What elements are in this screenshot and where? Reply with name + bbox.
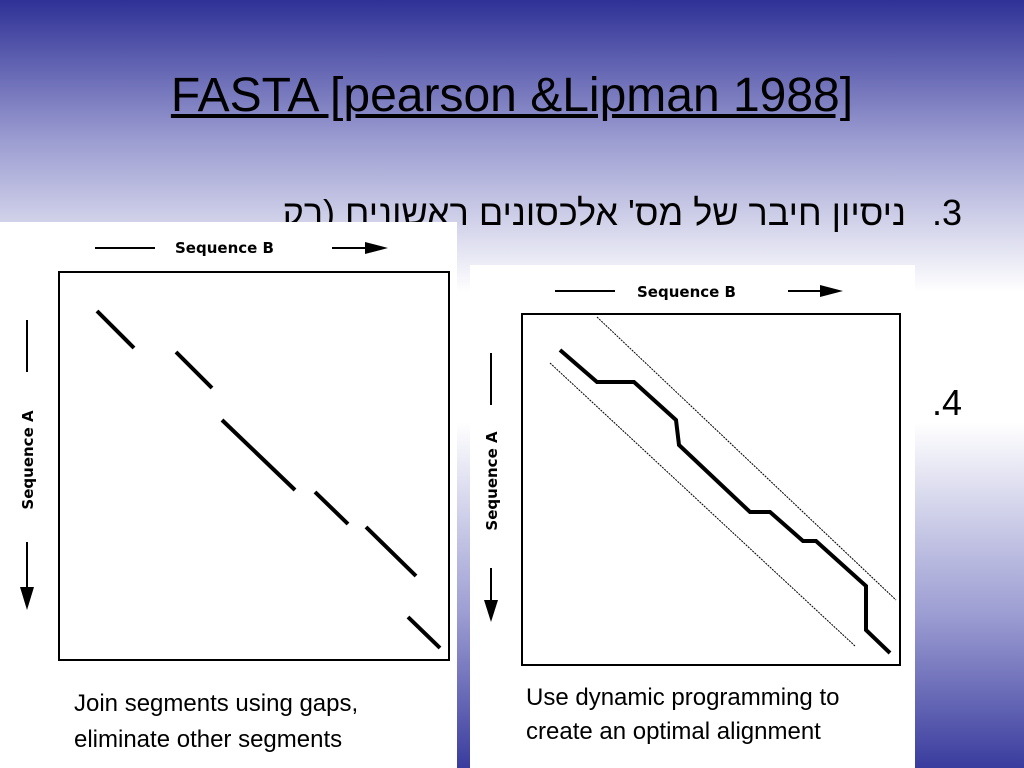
y-axis-label: Sequence A xyxy=(483,431,501,531)
caption-line: Use dynamic programming to xyxy=(526,684,840,711)
figure-caption: Join segments using gaps, eliminate other… xyxy=(74,686,358,758)
figure-caption: Use dynamic programming to create an opti… xyxy=(526,681,839,749)
item-number: 4. xyxy=(931,382,962,423)
x-axis-label: Sequence B xyxy=(637,283,736,301)
y-axis-label: Sequence A xyxy=(19,410,37,510)
item-number: 3. xyxy=(931,192,962,233)
figure-panel: Sequence B Sequence A Join segments usin… xyxy=(0,222,457,768)
caption-line: Join segments using gaps, xyxy=(74,690,359,717)
figure-panel: Sequence B Sequence A Use dynamic progra… xyxy=(470,265,915,768)
x-axis-label: Sequence B xyxy=(175,239,274,257)
slide-title: FASTA [pearson &Lipman 1988] xyxy=(170,69,854,122)
caption-line: eliminate other segments xyxy=(74,726,343,753)
dot-plot: Sequence B Sequence A xyxy=(19,239,450,661)
caption-line: create an optimal alignment xyxy=(526,718,821,745)
dot-plot: Sequence B Sequence A xyxy=(483,283,901,666)
list-item: 4. xyxy=(906,382,962,424)
